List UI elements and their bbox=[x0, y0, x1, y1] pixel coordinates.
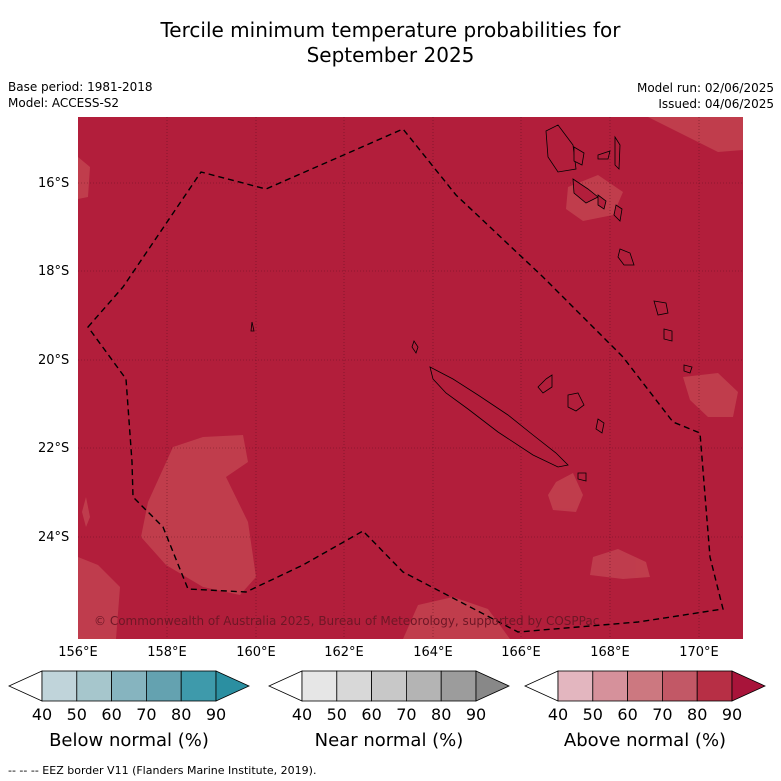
lat-label-22s: 22°S bbox=[38, 441, 70, 456]
lon-label-162e: 162°E bbox=[324, 645, 364, 660]
base-period: Base period: 1981-2018 bbox=[8, 80, 153, 94]
colorbar-tick-label: 70 bbox=[652, 705, 673, 724]
title-line-2: September 2025 bbox=[306, 43, 475, 67]
colorbar-1 bbox=[8, 670, 250, 702]
lat-label-18s: 18°S bbox=[38, 264, 70, 279]
colorbar-extend-low bbox=[268, 670, 303, 702]
colorbar-tick-label: 50 bbox=[326, 705, 347, 724]
lon-label-164e: 164°E bbox=[413, 645, 453, 660]
model-run: Model run: 02/06/2025 bbox=[636, 81, 774, 95]
lon-label-168e: 168°E bbox=[590, 645, 630, 660]
colorbar-segment bbox=[440, 670, 477, 702]
lon-label-166e: 166°E bbox=[501, 645, 541, 660]
colorbar-segment bbox=[111, 670, 147, 702]
copyright-text: © Commonwealth of Australia 2025, Bureau… bbox=[94, 614, 599, 628]
meta-right: Model run: 02/06/2025 Issued: 04/06/2025 bbox=[637, 80, 774, 112]
graticule bbox=[78, 117, 743, 639]
colorbar-segment bbox=[696, 670, 733, 702]
colorbar-2 bbox=[268, 670, 510, 702]
colorbar-extend-high bbox=[475, 670, 510, 702]
colorbar-tick-label: 40 bbox=[547, 705, 569, 724]
colorbar-tick-label: 50 bbox=[66, 705, 87, 724]
colorbar-tick-label: 60 bbox=[101, 705, 122, 724]
lat-label-24s: 24°S bbox=[38, 530, 70, 545]
colorbar-segment bbox=[592, 670, 629, 702]
model-name: Model: ACCESS-S2 bbox=[8, 96, 120, 110]
colorbar-extend-high bbox=[215, 670, 250, 702]
colorbar-tick-label: 90 bbox=[465, 705, 487, 724]
eez-legend: -- -- -- EEZ border V11 (Flanders Marine… bbox=[8, 764, 317, 777]
lon-label-156e: 156°E bbox=[58, 645, 98, 660]
colorbar-tick-label: 80 bbox=[171, 705, 192, 724]
colorbar-tick-label: 60 bbox=[361, 705, 382, 724]
colorbar-segment bbox=[301, 670, 338, 702]
probability-map: © Commonwealth of Australia 2025, Bureau… bbox=[78, 117, 743, 639]
islands bbox=[250, 124, 693, 482]
eez-border bbox=[87, 128, 724, 633]
colorbar-3 bbox=[524, 670, 766, 702]
colorbar-tick-label: 40 bbox=[31, 705, 53, 724]
lon-label-158e: 158°E bbox=[147, 645, 187, 660]
colorbar-segment bbox=[371, 670, 407, 702]
colorbar-extend-high bbox=[731, 670, 766, 702]
colorbar-tick-label: 40 bbox=[291, 705, 313, 724]
title-line-1: Tercile minimum temperature probabilitie… bbox=[160, 18, 621, 42]
issued-date: Issued: 04/06/2025 bbox=[658, 97, 774, 111]
colorbar-segment bbox=[180, 670, 217, 702]
meta-left: Base period: 1981-2018 Model: ACCESS-S2 bbox=[8, 79, 153, 111]
colorbar-tick-label: 70 bbox=[396, 705, 417, 724]
lat-label-16s: 16°S bbox=[38, 176, 70, 191]
colorbar-label: Below normal (%) bbox=[49, 730, 209, 751]
colorbar-segment bbox=[41, 670, 78, 702]
colorbar-segment bbox=[557, 670, 594, 702]
colorbar-tick-label: 80 bbox=[687, 705, 708, 724]
lower-probability-patches bbox=[78, 117, 743, 639]
colorbar-segment bbox=[405, 670, 442, 702]
colorbar-tick-label: 60 bbox=[617, 705, 638, 724]
lat-label-20s: 20°S bbox=[38, 353, 70, 368]
colorbar-segment bbox=[661, 670, 698, 702]
colorbar-tick-label: 50 bbox=[582, 705, 603, 724]
colorbar-label: Above normal (%) bbox=[563, 730, 727, 751]
lon-label-160e: 160°E bbox=[236, 645, 276, 660]
colorbar-tick-label: 80 bbox=[431, 705, 452, 724]
colorbar-segment bbox=[336, 670, 373, 702]
lon-label-170e: 170°E bbox=[679, 645, 719, 660]
new-caledonia bbox=[429, 366, 569, 468]
colorbar-segment bbox=[627, 670, 663, 702]
colorbar-tick-label: 90 bbox=[205, 705, 227, 724]
colorbar-segment bbox=[145, 670, 182, 702]
colorbar-segment bbox=[76, 670, 113, 702]
colorbar-tick-label: 90 bbox=[721, 705, 743, 724]
chart-title: Tercile minimum temperature probabilitie… bbox=[0, 18, 781, 68]
colorbar-label: Near normal (%) bbox=[314, 730, 464, 751]
colorbar-extend-low bbox=[524, 670, 559, 702]
colorbar-extend-low bbox=[8, 670, 43, 702]
colorbar-tick-label: 70 bbox=[136, 705, 157, 724]
